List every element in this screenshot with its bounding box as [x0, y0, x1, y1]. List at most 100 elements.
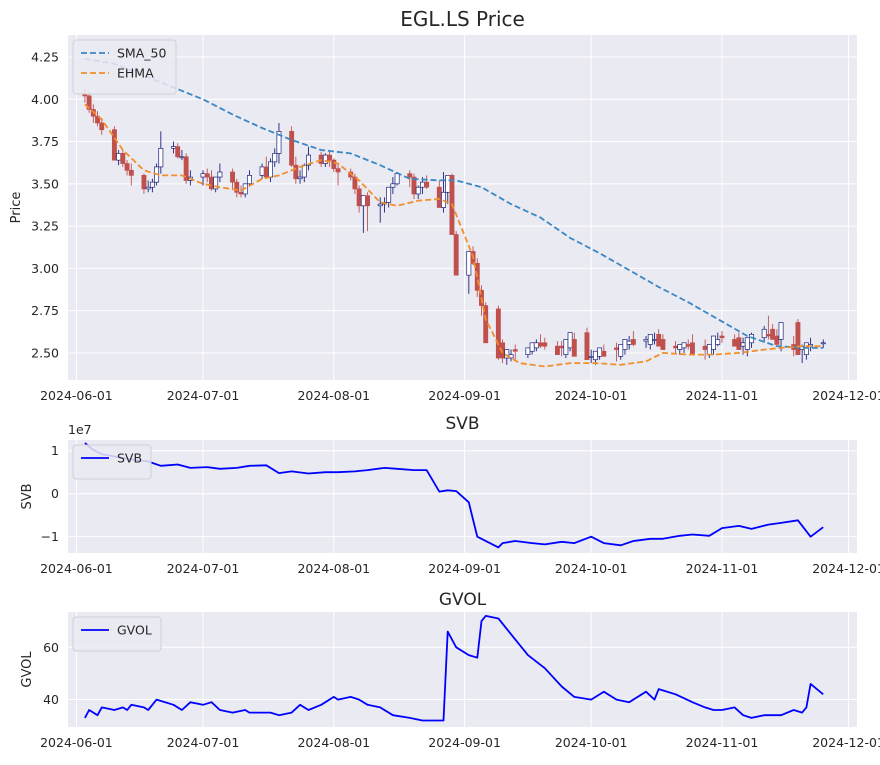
candle — [601, 344, 607, 357]
candle-body — [276, 131, 282, 154]
candle-body — [124, 163, 130, 171]
candle-body — [719, 335, 725, 339]
candle-body — [293, 164, 299, 180]
candle-body — [407, 173, 413, 178]
y-tick-label: 40 — [43, 692, 59, 707]
candle — [120, 150, 126, 167]
price-plot-area — [68, 35, 857, 380]
svb-legend-label: SVB — [117, 451, 142, 466]
candle-body — [445, 175, 451, 193]
candle-body — [660, 339, 666, 350]
candle — [149, 178, 155, 193]
candle-body — [217, 171, 223, 178]
candle-body — [706, 344, 712, 355]
candle — [542, 337, 548, 350]
gvol-lines — [84, 615, 824, 722]
candle — [795, 319, 801, 355]
candle-body — [120, 153, 126, 164]
candle-body — [301, 164, 307, 178]
candle-body — [761, 328, 767, 339]
gvol-legend-box — [72, 616, 162, 652]
y-tick-label: −1 — [41, 529, 59, 544]
y-tick-label: 2.50 — [31, 345, 59, 360]
candle-body — [116, 153, 122, 161]
series-line-gvol — [84, 615, 824, 722]
x-tick-label: 2024-09-01 — [428, 561, 501, 576]
candle-body — [322, 154, 328, 164]
price-y-axis-label: Price — [9, 192, 24, 224]
candle-body — [360, 195, 366, 207]
candle — [95, 111, 100, 127]
candle-body — [744, 337, 750, 350]
candle — [744, 337, 750, 357]
x-tick-label: 2024-06-01 — [40, 561, 113, 576]
price-x-ticks: 2024-06-01 2024-07-01 2024-08-01 2024-09-01… — [40, 388, 880, 403]
x-tick-label: 2024-07-01 — [167, 561, 240, 576]
candle-body — [681, 342, 687, 349]
candle — [293, 156, 299, 184]
candle-body — [259, 166, 265, 176]
candle — [474, 258, 480, 298]
candle-body — [263, 166, 269, 178]
candle-body — [411, 176, 417, 195]
svb-legend: SVB — [72, 444, 152, 480]
candle-body — [158, 147, 164, 168]
svb-panel: −101 2024-06-01 2024-07-01 2024-08-01 2024-… — [20, 414, 880, 576]
x-tick-label: 2024-10-01 — [555, 388, 628, 403]
candle-body — [820, 342, 826, 345]
candle-body — [327, 154, 333, 161]
candle — [715, 332, 721, 347]
candle — [411, 173, 417, 200]
candle-body — [436, 186, 442, 208]
candle-body — [415, 186, 421, 195]
price-candles — [82, 89, 826, 365]
gvol-chart-title: GVOL — [439, 590, 487, 610]
candle — [145, 180, 151, 193]
candle-body — [356, 188, 362, 207]
candle-body — [209, 176, 214, 190]
candle-body — [200, 173, 206, 178]
price-chart-title: EGL.LS Price — [400, 7, 525, 31]
candle — [276, 122, 282, 164]
x-tick-label: 2024-12-01 — [812, 735, 880, 750]
candle-body — [559, 345, 565, 349]
candle-body — [145, 186, 151, 190]
candle — [512, 344, 518, 360]
candle-body — [297, 176, 303, 180]
y-tick-label: 0 — [51, 486, 59, 501]
y-tick-label: 3.50 — [31, 176, 59, 191]
y-tick-label: 3.00 — [31, 261, 59, 276]
x-tick-label: 2024-12-01 — [812, 388, 880, 403]
candle-body — [238, 191, 244, 195]
candle-body — [204, 173, 210, 178]
gvol-y-axis-label: GVOL — [20, 651, 35, 688]
candle — [719, 330, 725, 343]
candle-body — [554, 345, 560, 355]
candle-body — [386, 186, 392, 203]
candle — [660, 334, 666, 350]
candle-body — [230, 171, 236, 183]
candle-body — [778, 322, 784, 340]
candle-body — [424, 181, 430, 188]
series-line-sma_50 — [84, 57, 824, 349]
svb-grid — [68, 440, 857, 553]
candle — [352, 173, 358, 194]
series-line-svb — [84, 442, 824, 549]
candle-body — [272, 153, 278, 163]
candle — [453, 231, 459, 276]
x-tick-label: 2024-12-01 — [812, 561, 880, 576]
candle — [234, 178, 240, 198]
candle — [770, 324, 776, 340]
candle — [158, 131, 164, 174]
candle-body — [765, 333, 771, 337]
candle-body — [525, 347, 531, 355]
candle-body — [306, 154, 311, 166]
candle-body — [495, 308, 501, 359]
x-tick-label: 2024-11-01 — [686, 561, 759, 576]
candle-body — [685, 344, 691, 347]
candle-body — [597, 347, 603, 357]
candle-body — [234, 181, 240, 193]
candle-body — [770, 328, 776, 340]
x-tick-label: 2024-10-01 — [555, 561, 628, 576]
